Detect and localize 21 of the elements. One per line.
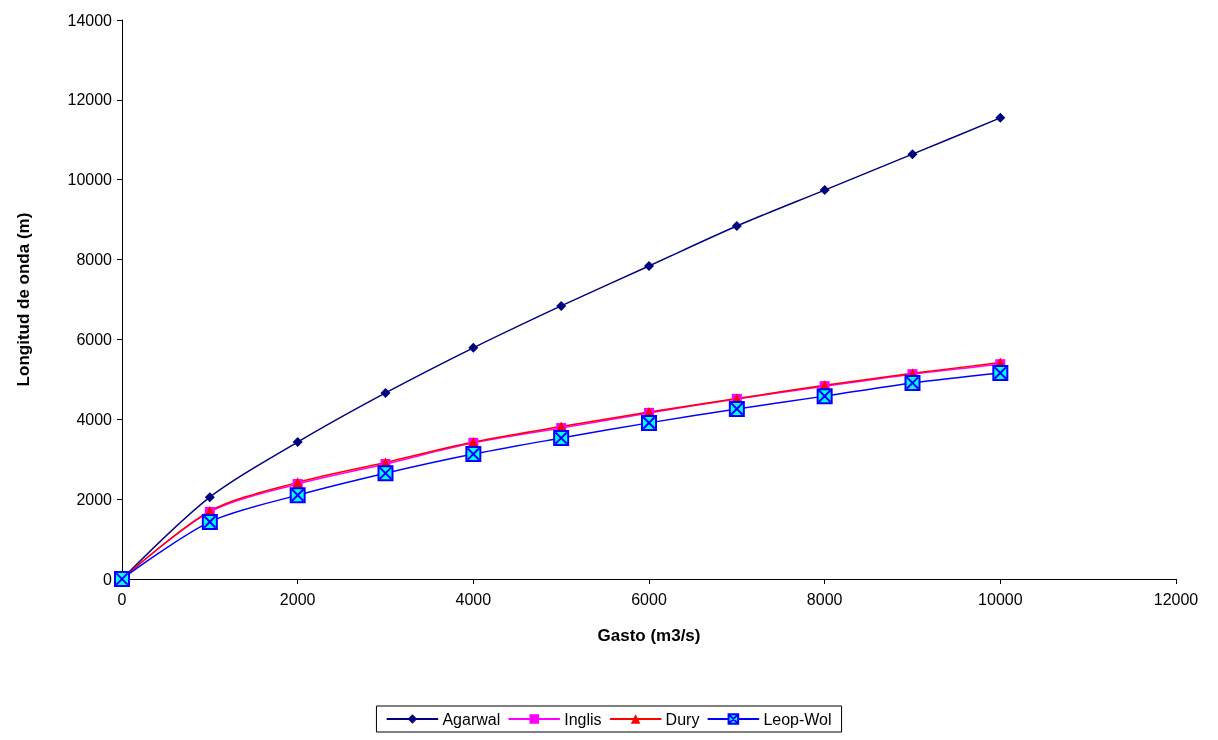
legend-label: Agarwal [442, 710, 501, 728]
legend-label: Leop-Wol [763, 710, 832, 728]
y-axis-title: Longitud de onda (m) [14, 212, 33, 387]
x-tick-label: 12000 [1153, 590, 1199, 608]
y-tick-label: 8000 [76, 251, 113, 269]
y-tick-label: 2000 [76, 490, 113, 508]
x-tick-label: 8000 [806, 590, 843, 608]
y-tick-label: 14000 [67, 11, 113, 29]
x-tick-label: 4000 [455, 590, 492, 608]
x-tick-label: 6000 [631, 590, 667, 608]
y-tick-label: 4000 [76, 410, 113, 428]
x-tick-label: 0 [117, 590, 127, 608]
y-tick-label: 10000 [67, 171, 113, 189]
y-tick-label: 12000 [67, 91, 113, 109]
y-tick-label: 6000 [76, 330, 113, 348]
y-tick-label: 0 [103, 570, 113, 588]
legend-label: Inglis [564, 710, 602, 728]
x-tick-label: 2000 [279, 590, 316, 608]
legend-label: Dury [665, 710, 700, 728]
x-tick-label: 10000 [978, 590, 1023, 608]
x-axis-title: Gasto (m3/s) [597, 626, 701, 645]
